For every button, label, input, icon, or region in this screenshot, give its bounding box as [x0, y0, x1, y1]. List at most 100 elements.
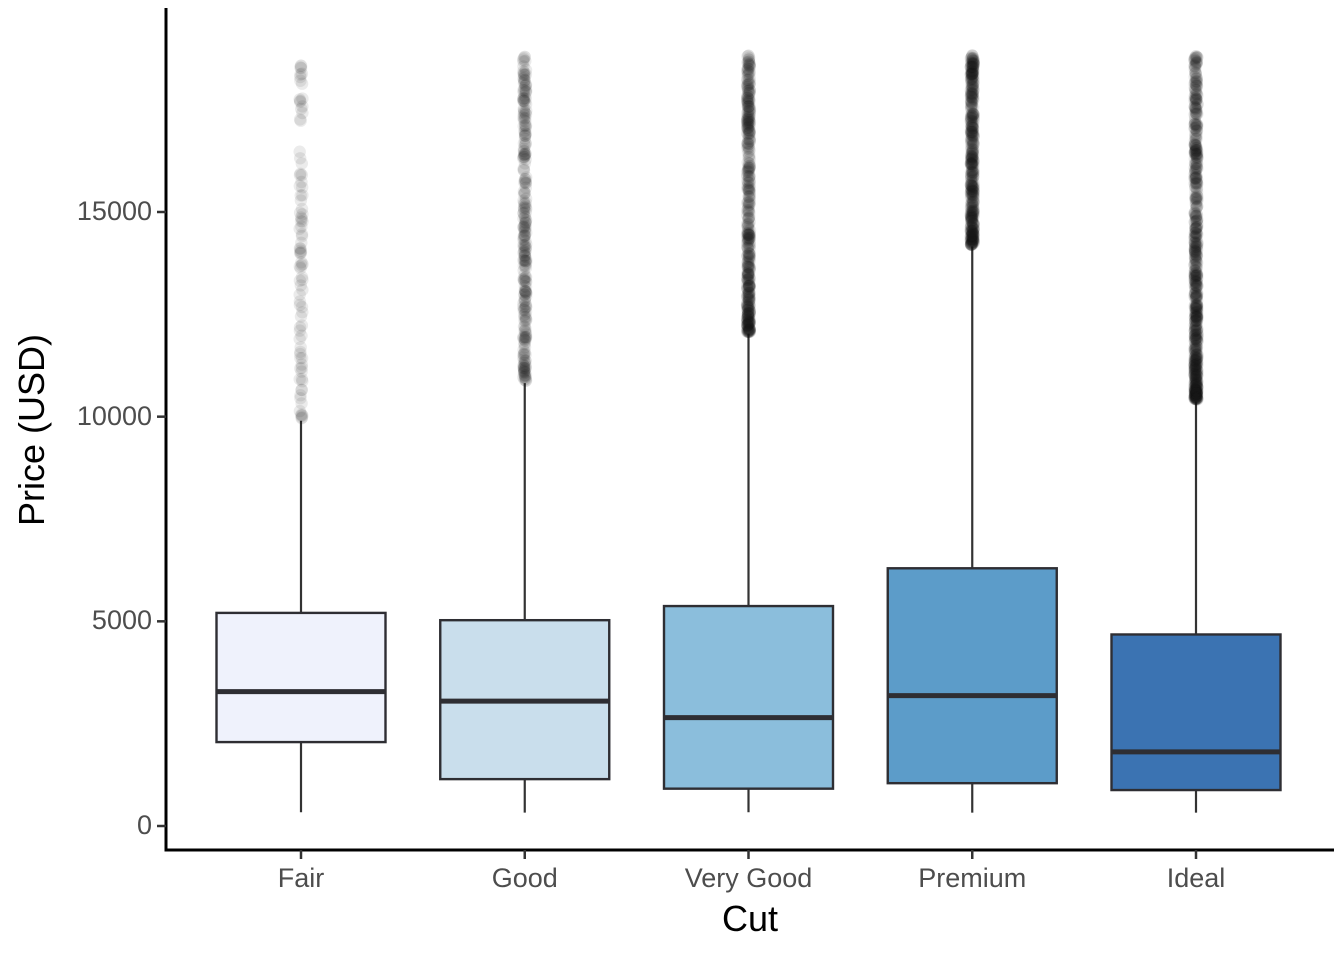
- outlier-point: [1188, 392, 1201, 405]
- outlier-point: [1190, 387, 1204, 400]
- outlier-point: [519, 328, 533, 341]
- outlier-point: [518, 365, 531, 378]
- outlier-point: [965, 82, 978, 96]
- outlier-point: [1191, 364, 1204, 378]
- outlier-point: [1189, 164, 1202, 178]
- outlier-point: [965, 67, 978, 81]
- outlier-point: [1190, 51, 1203, 64]
- outlier-point: [965, 67, 978, 80]
- outlier-point: [742, 163, 755, 176]
- outlier-point: [743, 325, 756, 339]
- outlier-point: [293, 274, 307, 287]
- outlier-point: [1189, 306, 1202, 320]
- outlier-point: [1188, 315, 1202, 328]
- outlier-point: [965, 233, 978, 246]
- outlier-point: [965, 143, 978, 156]
- outlier-point: [1191, 393, 1204, 406]
- outlier-point: [518, 66, 531, 80]
- outlier-point: [965, 158, 979, 171]
- outlier-point: [519, 137, 532, 151]
- outlier-point: [519, 271, 532, 284]
- outlier-point: [1190, 72, 1203, 86]
- outlier-point: [743, 161, 756, 174]
- outlier-point: [518, 239, 532, 252]
- outlier-point: [1189, 86, 1202, 99]
- outlier-point: [965, 187, 978, 200]
- outlier-point: [519, 370, 532, 384]
- outlier-point: [965, 210, 978, 224]
- outlier-point: [1188, 386, 1202, 399]
- outlier-point: [1189, 383, 1202, 396]
- outlier-point: [1191, 152, 1204, 165]
- outlier-point: [967, 154, 980, 167]
- outlier-point: [1188, 258, 1201, 272]
- outlier-point: [517, 206, 530, 220]
- outlier-point: [294, 244, 307, 257]
- outlier-point: [743, 112, 756, 125]
- outlier-point: [742, 324, 755, 337]
- outlier-point: [964, 209, 978, 223]
- outlier-point: [743, 276, 756, 289]
- outlier-point: [743, 115, 756, 129]
- outlier-point: [518, 284, 531, 297]
- outlier-point: [294, 61, 308, 75]
- outlier-point: [965, 165, 979, 178]
- outlier-point: [1190, 332, 1203, 345]
- outlier-point: [965, 185, 978, 198]
- outlier-point: [1189, 93, 1203, 106]
- outlier-point: [967, 191, 980, 205]
- outlier-point: [1190, 267, 1204, 281]
- outlier-point: [518, 173, 532, 186]
- outlier-point: [1189, 282, 1202, 295]
- outlier-point: [1190, 221, 1203, 234]
- outlier-point: [966, 151, 979, 164]
- outlier-point: [1189, 388, 1202, 402]
- outlier-point: [964, 224, 977, 237]
- outlier-point: [1188, 380, 1202, 393]
- outlier-point: [741, 121, 754, 134]
- outlier-point: [965, 238, 979, 251]
- outlier-point: [965, 103, 978, 116]
- outlier-point: [1188, 116, 1202, 129]
- outlier-point: [517, 194, 530, 207]
- outlier-point: [1188, 383, 1202, 397]
- outlier-point: [518, 201, 531, 214]
- outlier-point: [295, 329, 308, 342]
- outlier-point: [518, 149, 532, 162]
- outlier-point: [1191, 299, 1204, 313]
- outlier-point: [518, 302, 531, 316]
- outlier-point: [517, 343, 530, 357]
- outlier-point: [741, 91, 754, 105]
- outlier-point: [741, 310, 755, 324]
- outlier-point: [294, 194, 308, 207]
- outlier-point: [743, 316, 757, 329]
- outlier-point: [1190, 120, 1204, 134]
- outlier-point: [965, 68, 979, 81]
- outlier-point: [742, 55, 755, 69]
- outlier-point: [295, 229, 309, 243]
- outlier-point: [1191, 391, 1204, 405]
- outlier-point: [741, 82, 755, 96]
- outlier-point: [1189, 313, 1203, 327]
- outlier-point: [742, 285, 755, 298]
- outlier-point: [967, 217, 980, 231]
- outliers-very-good: [740, 49, 757, 339]
- outlier-point: [1188, 319, 1202, 333]
- outlier-point: [967, 195, 980, 209]
- outlier-point: [1190, 291, 1203, 304]
- outlier-point: [966, 147, 979, 161]
- outlier-point: [743, 307, 756, 320]
- outlier-point: [1189, 106, 1202, 119]
- outlier-point: [1188, 145, 1202, 158]
- outlier-point: [1189, 209, 1202, 223]
- outlier-point: [517, 202, 531, 215]
- outlier-point: [966, 227, 979, 240]
- outlier-point: [1190, 56, 1204, 70]
- outlier-point: [741, 136, 755, 150]
- outlier-point: [1189, 192, 1202, 205]
- outlier-point: [518, 71, 531, 84]
- outlier-point: [1190, 302, 1203, 316]
- outlier-point: [1189, 139, 1202, 152]
- outlier-point: [966, 173, 980, 187]
- outlier-point: [294, 70, 307, 84]
